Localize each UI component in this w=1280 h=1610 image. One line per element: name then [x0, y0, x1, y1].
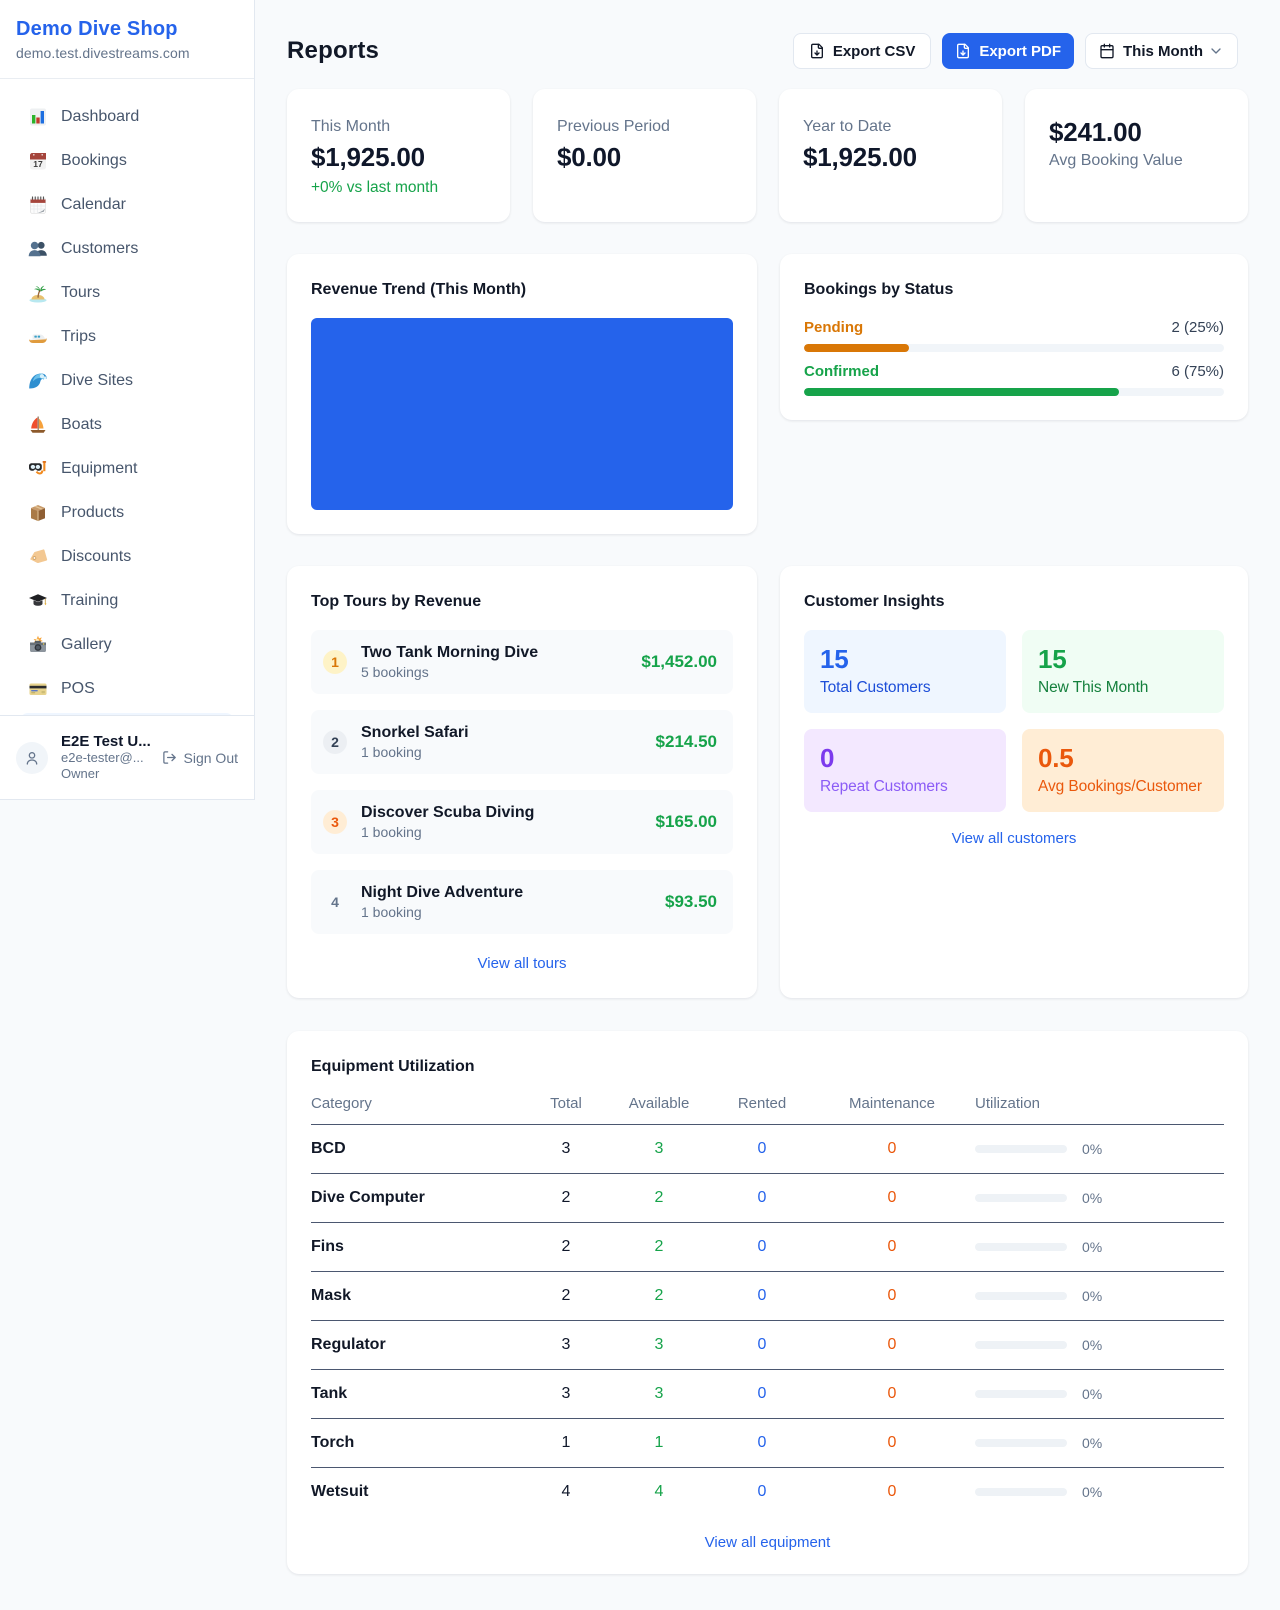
svg-text:17: 17: [33, 159, 43, 169]
